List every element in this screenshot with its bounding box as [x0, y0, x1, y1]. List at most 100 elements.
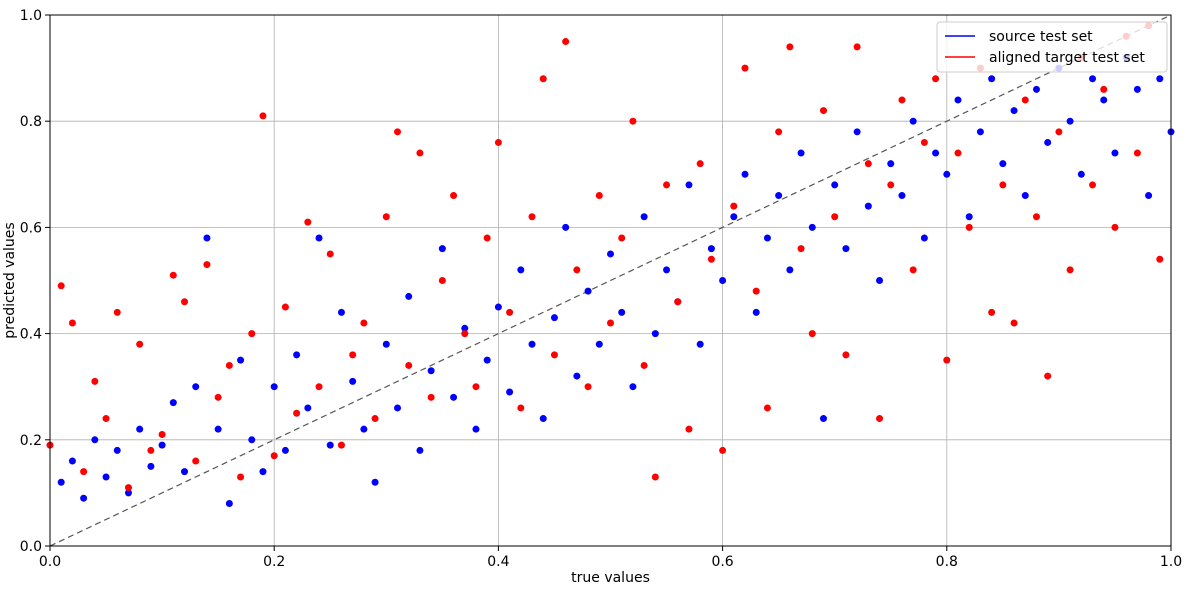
x-tick-label: 0.0 [39, 554, 61, 570]
target-data-point [618, 234, 626, 242]
source-data-point [539, 415, 547, 423]
source-data-point [293, 351, 301, 359]
x-tick-label: 1.0 [1160, 554, 1182, 570]
source-data-point [909, 117, 917, 125]
source-data-point [506, 388, 514, 396]
source-data-point [730, 213, 738, 221]
source-data-point [371, 478, 379, 486]
target-data-point [853, 43, 861, 51]
source-data-point [315, 234, 323, 242]
target-data-point [876, 415, 884, 423]
source-data-point [248, 436, 256, 444]
source-data-point [450, 393, 458, 401]
source-data-point [169, 399, 177, 407]
y-tick-label: 0.6 [20, 220, 42, 236]
target-data-point [909, 266, 917, 274]
plot-frame [49, 14, 1172, 547]
target-data-point [999, 181, 1007, 189]
source-data-point [1010, 107, 1018, 115]
source-data-point [259, 468, 267, 476]
target-data-point [382, 213, 390, 221]
target-data-point [102, 415, 110, 423]
source-data-point [326, 441, 334, 449]
target-data-point [438, 277, 446, 284]
source-data-point [394, 404, 402, 412]
target-data-point [1089, 181, 1097, 189]
target-data-point [651, 473, 659, 481]
target-data-point [842, 351, 850, 359]
source-data-point [831, 181, 839, 189]
target-data-point [225, 361, 233, 369]
source-data-point [382, 340, 390, 348]
target-data-point [932, 75, 940, 83]
source-data-point [1077, 170, 1085, 178]
target-data-point [864, 160, 872, 168]
y-axis-ticks: 0.0 0.2 0.4 0.6 0.8 1.0 [20, 8, 50, 555]
source-data-point [158, 441, 166, 449]
target-data-point [831, 213, 839, 221]
source-data-point [1111, 149, 1119, 157]
source-data-point [91, 436, 99, 444]
source-data-point [494, 303, 502, 311]
source-data-point [472, 425, 480, 433]
target-data-point [573, 266, 581, 274]
x-axis-label: true values [571, 570, 650, 586]
target-data-point [337, 441, 345, 449]
target-data-point [1100, 85, 1108, 93]
source-data-point [943, 170, 951, 178]
source-data-point [192, 383, 200, 391]
source-data-point [214, 425, 222, 433]
source-data-point [483, 356, 491, 364]
target-data-point [124, 484, 132, 492]
x-tick-label: 0.2 [263, 554, 285, 570]
target-data-point [674, 298, 682, 306]
source-data-point [741, 170, 749, 178]
y-tick-label: 0.8 [20, 114, 42, 130]
target-data-point [696, 160, 704, 168]
target-data-point [763, 404, 771, 412]
source-data-point [337, 308, 345, 316]
target-data-point [797, 245, 805, 253]
source-data-point [270, 383, 278, 391]
target-data-point [943, 356, 951, 364]
target-data-point [91, 377, 99, 385]
target-data-point [270, 452, 278, 460]
source-data-point [808, 223, 816, 231]
source-data-point [438, 245, 446, 253]
source-data-point [876, 277, 884, 284]
source-data-point [618, 308, 626, 316]
source-data-point [304, 404, 312, 412]
source-data-point [595, 340, 603, 348]
source-data-point [528, 340, 536, 348]
target-data-point [775, 128, 783, 136]
target-data-point [57, 282, 65, 290]
target-data-point [360, 319, 368, 327]
source-data-point [775, 192, 783, 200]
legend-box [936, 21, 1168, 73]
target-data-point [528, 213, 536, 221]
target-data-point [181, 298, 189, 306]
source-data-point [640, 213, 648, 221]
source-data-point [954, 96, 962, 104]
target-data-point [461, 330, 469, 338]
y-tick-label: 0.4 [20, 327, 42, 343]
source-data-point [1021, 192, 1029, 200]
source-data-point [786, 266, 794, 274]
source-data-point [237, 356, 245, 364]
source-data-point [405, 292, 413, 300]
source-data-point [147, 462, 155, 470]
target-data-point [147, 446, 155, 454]
source-data-point [281, 446, 289, 454]
target-data-point [1133, 149, 1141, 157]
source-data-point [976, 128, 984, 136]
target-data-point [640, 361, 648, 369]
source-data-point [932, 149, 940, 157]
source-data-point [887, 160, 895, 168]
source-data-point [651, 330, 659, 338]
source-data-point [988, 75, 996, 83]
source-data-point [898, 192, 906, 200]
source-data-point [1032, 85, 1040, 93]
target-data-point [1111, 223, 1119, 231]
